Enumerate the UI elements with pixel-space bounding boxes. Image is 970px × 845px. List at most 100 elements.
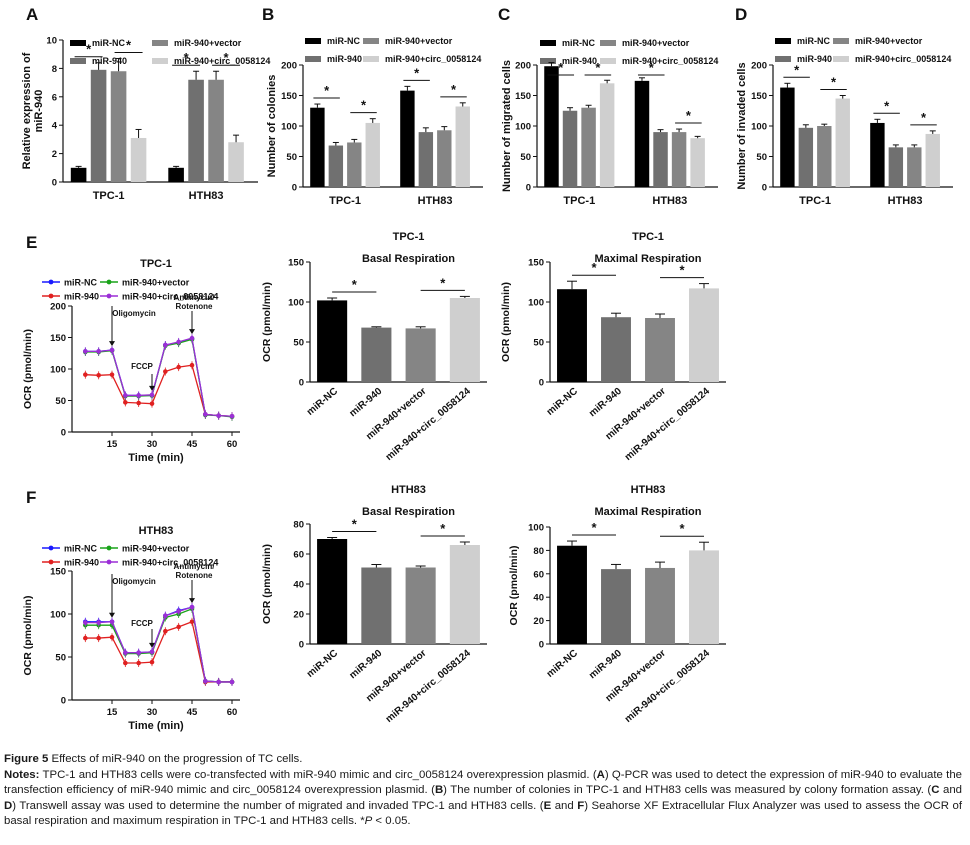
y-tick-label: 2	[52, 149, 57, 160]
bar	[601, 317, 631, 382]
bar	[400, 90, 415, 187]
chart-title: HTH83	[631, 484, 666, 496]
y-tick-label: 8	[52, 64, 57, 75]
chart-subtitle: Basal Respiration	[362, 253, 455, 265]
x-tick-label: 30	[147, 707, 158, 718]
bar	[645, 318, 675, 382]
bar	[188, 79, 204, 182]
y-axis-label: OCR (pmol/min)	[500, 282, 512, 362]
legend-label: miR-940	[64, 558, 99, 568]
y-axis-label: Number of colonies	[266, 75, 278, 178]
data-point	[176, 364, 181, 370]
chart-title: TPC-1	[140, 258, 172, 270]
significance-star: *	[126, 37, 132, 52]
figure-caption: Figure 5 Effects of miR-940 on the progr…	[4, 752, 962, 830]
data-point	[203, 678, 208, 684]
legend-label: miR-940	[64, 292, 99, 302]
annotation-label: FCCP	[131, 362, 153, 371]
data-point	[109, 372, 115, 377]
caption-text: ) Transwell assay was used to determine …	[12, 799, 544, 812]
significance-star: *	[352, 517, 358, 532]
caption-ref: D	[4, 799, 13, 812]
legend-label: miR-940+vector	[122, 544, 190, 554]
y-tick-label: 100	[528, 298, 544, 309]
bar	[645, 567, 675, 644]
arrow-head	[189, 329, 195, 335]
data-point	[149, 401, 155, 406]
significance-star: *	[831, 75, 837, 90]
y-tick-label: 150	[50, 333, 66, 344]
bar	[455, 106, 470, 187]
legend-label: miR-NC	[64, 278, 97, 288]
data-point	[83, 349, 88, 354]
caption-title-text: Effects of miR-940 on the progression of…	[48, 753, 303, 765]
y-tick-label: 60	[293, 550, 304, 561]
x-category-label: TPC-1	[329, 195, 361, 207]
legend-swatch	[305, 56, 321, 62]
y-tick-label: 150	[515, 91, 531, 102]
legend-label: miR-940+vector	[122, 278, 190, 288]
caption-ref: C	[931, 784, 940, 797]
x-category-label: miR-940+circ_0058124	[384, 386, 473, 464]
data-point	[163, 628, 168, 634]
y-tick-label: 50	[533, 338, 544, 349]
significance-star: *	[649, 60, 655, 75]
bar	[361, 567, 392, 644]
y-tick-label: 40	[293, 580, 304, 591]
y-tick-label: 0	[52, 178, 57, 189]
y-tick-label: 150	[751, 91, 767, 102]
significance-star: *	[451, 82, 457, 97]
data-point	[149, 392, 155, 398]
x-tick-label: 60	[227, 707, 238, 718]
significance-star: *	[591, 260, 597, 275]
data-point	[189, 619, 195, 625]
y-tick-label: 100	[528, 523, 544, 534]
significance-star: *	[679, 521, 685, 536]
legend-label: miR-940+vector	[855, 36, 923, 46]
chart-title: HTH83	[139, 525, 174, 537]
legend-label: miR-940+circ_0058124	[622, 56, 718, 66]
bar	[449, 545, 480, 644]
legend-label: miR-940+vector	[622, 38, 690, 48]
y-axis-label: Number of migrated cells	[501, 60, 513, 192]
legend-swatch	[775, 56, 791, 62]
bar	[70, 167, 87, 182]
bar	[907, 147, 922, 187]
bar	[690, 138, 705, 187]
legend-label: miR-940+vector	[174, 38, 242, 48]
annotation-label: Antimycin/	[174, 293, 216, 302]
legend-marker	[106, 279, 112, 285]
data-point	[203, 412, 208, 417]
y-tick-label: 200	[50, 302, 66, 313]
legend-label: miR-NC	[64, 544, 97, 554]
y-tick-label: 60	[533, 569, 544, 580]
significance-star: *	[591, 520, 597, 535]
panel-letter: F	[26, 488, 36, 507]
bar	[544, 66, 559, 187]
x-category-label: TPC-1	[799, 195, 831, 207]
legend-label: miR-940+vector	[385, 36, 453, 46]
caption-text: P	[364, 815, 373, 828]
legend-marker	[48, 279, 54, 285]
x-tick-label: 45	[187, 707, 198, 718]
bar	[817, 126, 832, 187]
y-tick-label: 100	[50, 610, 66, 621]
y-tick-label: 50	[55, 653, 66, 664]
x-category-label: miR-940	[347, 648, 384, 682]
chart-subtitle: Maximal Respiration	[595, 506, 702, 518]
y-axis-label: OCR (pmol/min)	[22, 329, 34, 409]
x-category-label: miR-940	[347, 386, 384, 420]
y-tick-label: 100	[50, 365, 66, 376]
y-tick-label: 0	[526, 183, 531, 194]
legend-marker	[48, 545, 54, 551]
data-point	[216, 679, 221, 685]
y-tick-label: 200	[751, 61, 767, 72]
data-point	[123, 650, 128, 655]
significance-star: *	[558, 60, 564, 75]
data-point	[189, 335, 195, 341]
bar	[888, 147, 904, 187]
bar	[689, 288, 719, 382]
chart-subtitle: Maximal Respiration	[595, 253, 702, 265]
legend-swatch	[70, 40, 86, 46]
panel-letter: B	[262, 5, 274, 24]
